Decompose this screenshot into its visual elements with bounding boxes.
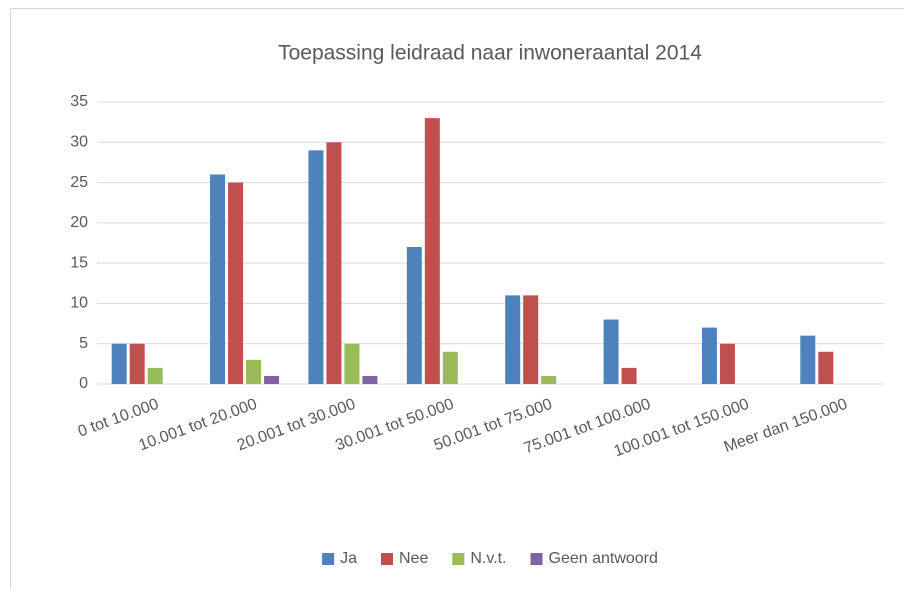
- bar: [719, 343, 735, 384]
- bar: [246, 359, 262, 384]
- y-tick-label: 10: [70, 295, 88, 312]
- legend-swatch: [452, 553, 465, 565]
- bar: [505, 295, 521, 384]
- y-tick-label: 20: [70, 214, 88, 231]
- bar: [362, 375, 378, 384]
- bar: [424, 118, 440, 384]
- bar: [541, 375, 557, 384]
- legend-label: Ja: [340, 550, 357, 567]
- y-tick-label: 0: [79, 375, 88, 392]
- chart-title: Toepassing leidraad naar inwoneraantal 2…: [278, 42, 702, 65]
- legend-label: Geen antwoord: [549, 550, 658, 567]
- legend-swatch: [530, 553, 543, 565]
- legend-swatch: [380, 553, 393, 565]
- bar: [701, 327, 717, 384]
- bar: [308, 150, 324, 384]
- bar: [147, 367, 163, 384]
- bar: [344, 343, 360, 384]
- y-tick-label: 35: [70, 93, 88, 110]
- y-tick-label: 5: [79, 335, 88, 352]
- bar: [523, 295, 539, 384]
- bar: [264, 375, 280, 384]
- bar: [621, 367, 637, 384]
- bar: [603, 319, 619, 384]
- bar: [800, 335, 816, 384]
- bar: [818, 351, 834, 384]
- bar: [228, 182, 244, 384]
- legend-label: N.v.t.: [470, 550, 506, 567]
- bar: [129, 343, 145, 384]
- bar: [326, 142, 342, 384]
- y-tick-label: 15: [70, 254, 88, 271]
- chart-border: [10, 8, 904, 589]
- legend-label: Nee: [399, 550, 428, 567]
- bar: [406, 247, 422, 384]
- y-tick-label: 25: [70, 174, 88, 191]
- bar: [111, 343, 127, 384]
- bar: [442, 351, 458, 384]
- y-tick-label: 30: [70, 134, 88, 151]
- legend-swatch: [322, 553, 335, 565]
- bar: [210, 174, 226, 384]
